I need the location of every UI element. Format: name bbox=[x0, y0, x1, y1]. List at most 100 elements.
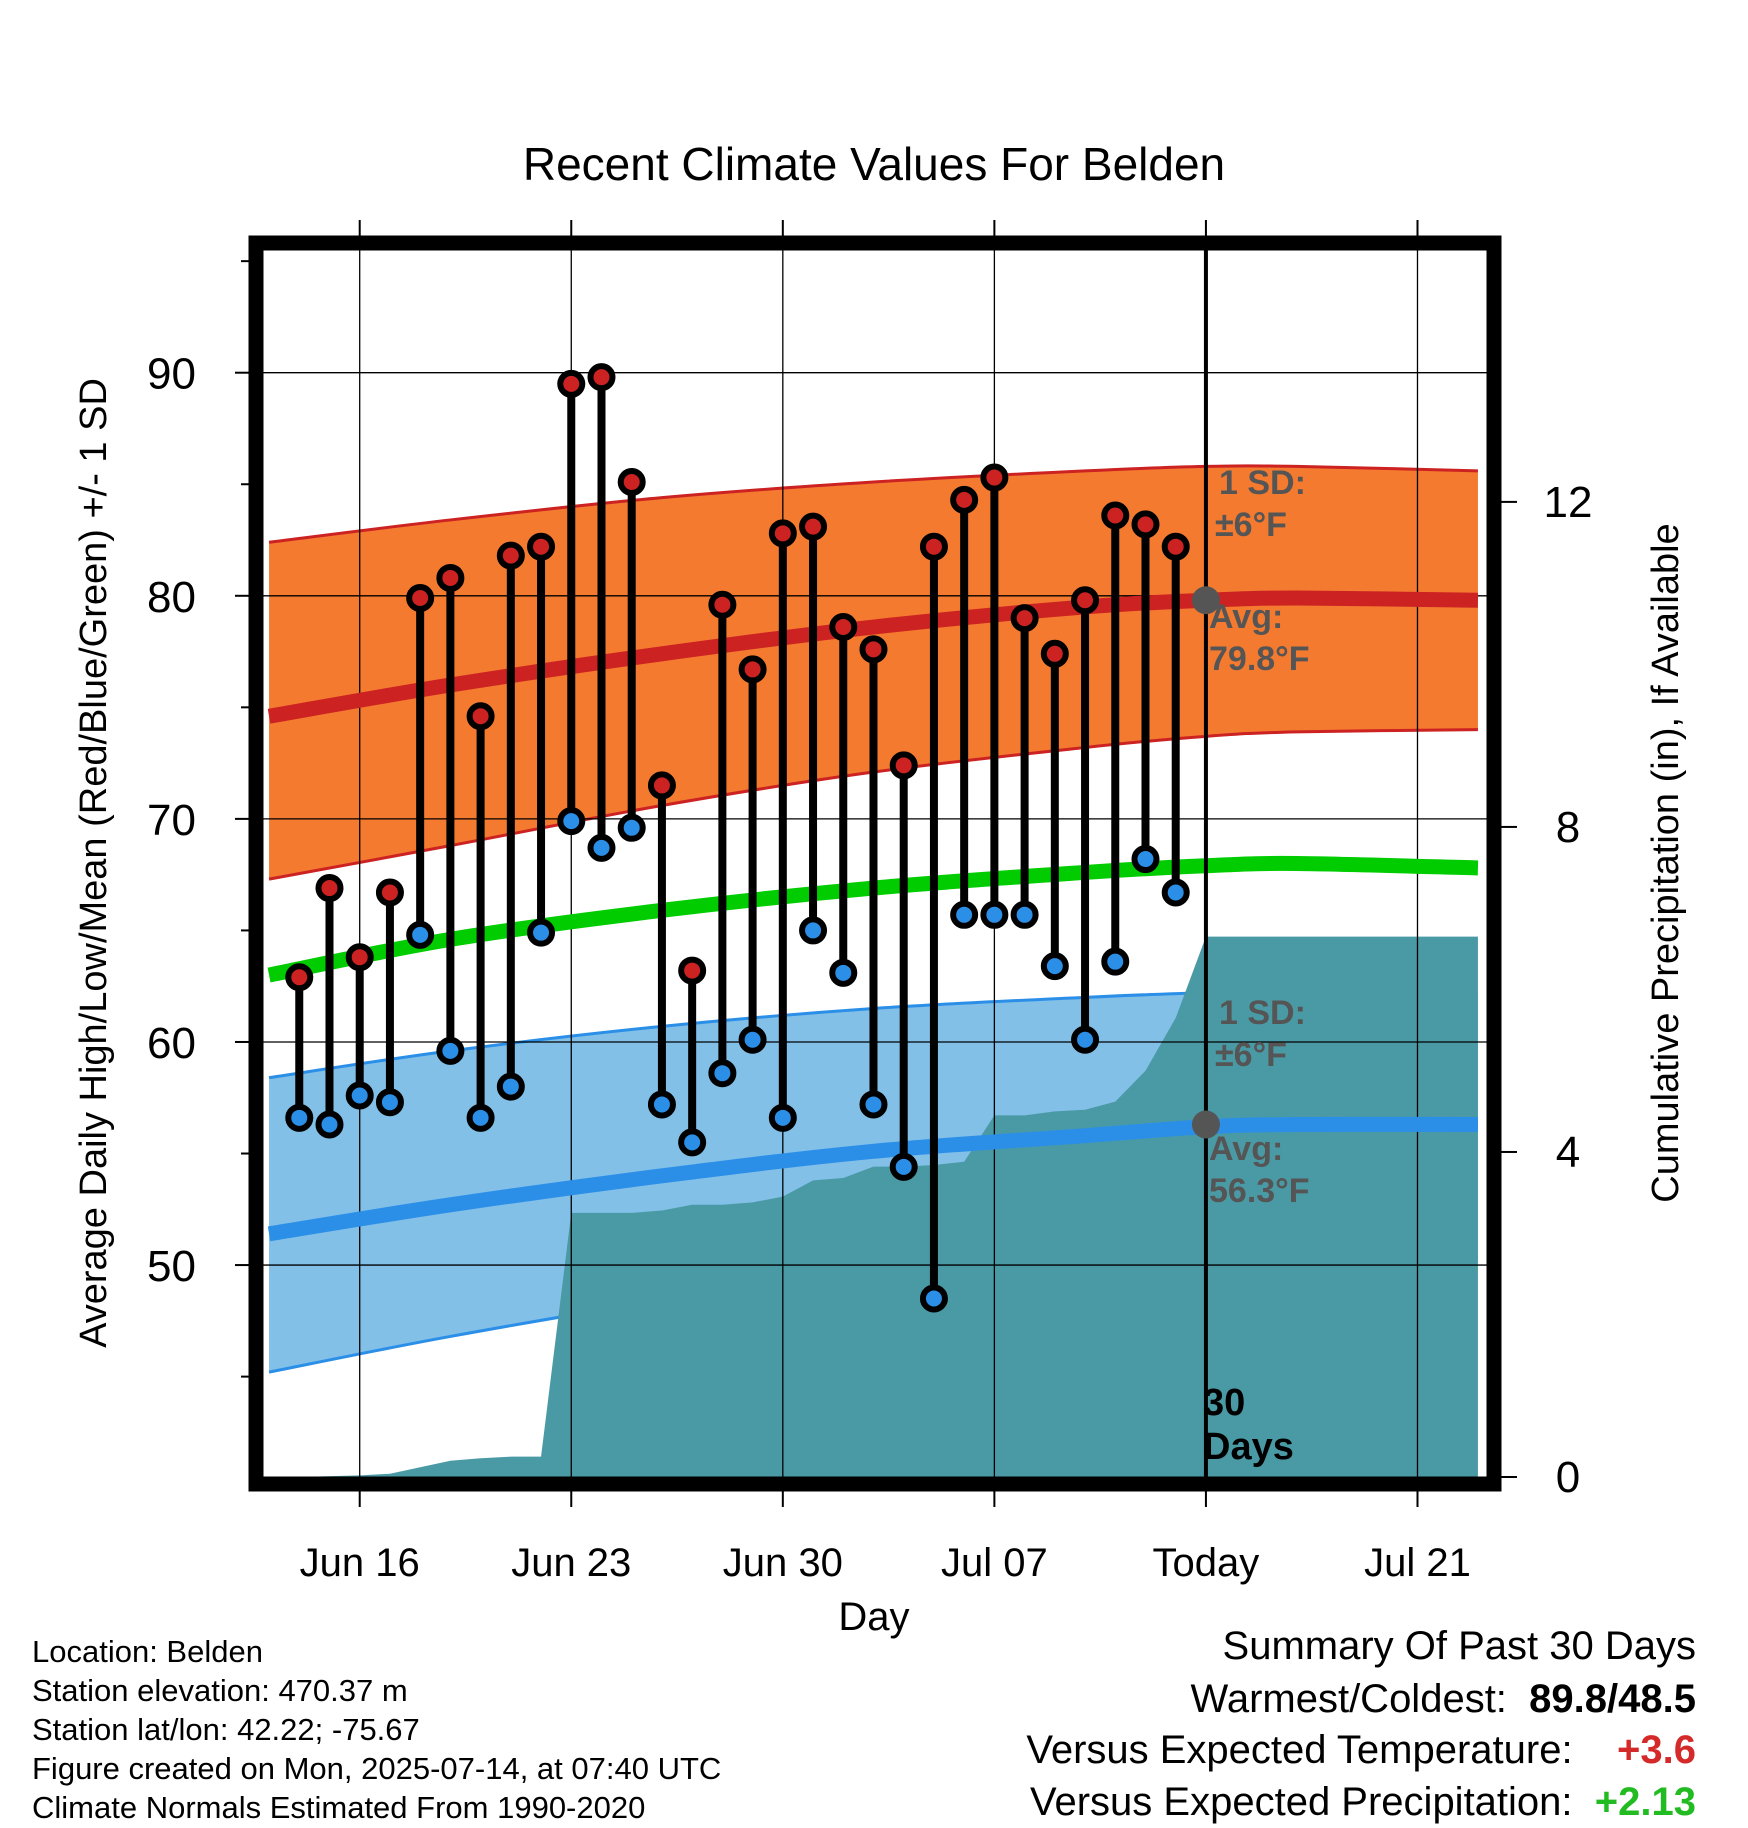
precip-label: Versus Expected Precipitation: bbox=[1030, 1780, 1573, 1824]
info-latlon: Station lat/lon: 42.22; -75.67 bbox=[32, 1712, 420, 1747]
obs-high-point bbox=[375, 878, 404, 907]
x-tick-label: Jul 21 bbox=[1364, 1541, 1471, 1585]
y-right-tick-label: 0 bbox=[1556, 1453, 1580, 1502]
x-tick-label: Jun 23 bbox=[511, 1541, 631, 1585]
obs-high-point bbox=[1040, 639, 1069, 668]
y-axis-label-left: Average Daily High/Low/Mean (Red/Blue/Gr… bbox=[73, 378, 115, 1348]
x-tick-label: Jun 30 bbox=[723, 1541, 843, 1585]
obs-high-point bbox=[1071, 586, 1100, 615]
info-elevation: Station elevation: 470.37 m bbox=[32, 1673, 408, 1708]
today-low-avg-dot bbox=[1191, 1110, 1220, 1139]
obs-low-point bbox=[768, 1103, 797, 1132]
obs-high-point bbox=[617, 468, 646, 497]
obs-high-point bbox=[1161, 532, 1190, 561]
y-tick-label: 90 bbox=[147, 350, 196, 399]
annotation-low-avg-label: Avg: bbox=[1209, 1130, 1283, 1168]
annotation-high-sd-label: 1 SD: bbox=[1219, 464, 1306, 502]
obs-low-point bbox=[406, 920, 435, 949]
annotation-low-avg-value: 56.3°F bbox=[1209, 1172, 1310, 1210]
normals-lines bbox=[267, 590, 1479, 1242]
x-tick-label: Jun 16 bbox=[300, 1541, 420, 1585]
obs-low-point bbox=[557, 807, 586, 836]
info-normals: Climate Normals Estimated From 1990-2020 bbox=[32, 1790, 646, 1825]
obs-high-point bbox=[466, 702, 495, 731]
obs-high-point bbox=[738, 655, 767, 684]
obs-low-point bbox=[799, 916, 828, 945]
y-tick-label: 70 bbox=[147, 796, 196, 845]
temp-value: +3.6 bbox=[1617, 1728, 1696, 1772]
today-high-avg-dot bbox=[1191, 586, 1220, 615]
obs-low-point bbox=[1071, 1025, 1100, 1054]
obs-low-point bbox=[647, 1090, 676, 1119]
y-tick-label: 50 bbox=[147, 1242, 196, 1291]
info-created: Figure created on Mon, 2025-07-14, at 07… bbox=[32, 1751, 722, 1786]
obs-low-point bbox=[466, 1103, 495, 1132]
y-right-tick-label: 4 bbox=[1556, 1128, 1580, 1177]
info-location: Location: Belden bbox=[32, 1634, 263, 1669]
obs-low-point bbox=[829, 958, 858, 987]
y-right-tick-label: 8 bbox=[1556, 803, 1580, 852]
obs-low-point bbox=[285, 1103, 314, 1132]
coldest-value: 48.5 bbox=[1618, 1677, 1696, 1721]
obs-high-point bbox=[647, 771, 676, 800]
days-number: 30 bbox=[1203, 1382, 1245, 1424]
high-upper-edge bbox=[268, 464, 1478, 544]
days-word: Days bbox=[1203, 1426, 1294, 1468]
obs-low-point bbox=[859, 1090, 888, 1119]
frame-rect bbox=[248, 235, 1502, 1492]
mean-avg-line bbox=[267, 855, 1479, 983]
obs-low-point bbox=[889, 1152, 918, 1181]
obs-low-point bbox=[1010, 900, 1039, 929]
y-tick-label: 60 bbox=[147, 1019, 196, 1068]
y-tick-label: 80 bbox=[147, 573, 196, 622]
obs-high-point bbox=[315, 874, 344, 903]
obs-low-point bbox=[1101, 947, 1130, 976]
warm-cold-label: Warmest/Coldest: bbox=[1190, 1677, 1507, 1721]
annotation-low-sd-label: 1 SD: bbox=[1219, 994, 1306, 1032]
obs-high-point bbox=[587, 363, 616, 392]
obs-high-point bbox=[1010, 604, 1039, 633]
obs-low-point bbox=[1040, 952, 1069, 981]
obs-high-point bbox=[527, 532, 556, 561]
obs-high-point bbox=[980, 463, 1009, 492]
obs-low-point bbox=[436, 1036, 465, 1065]
plot-frame bbox=[248, 235, 1502, 1492]
x-tick-label: Today bbox=[1153, 1541, 1260, 1585]
obs-high-point bbox=[406, 584, 435, 613]
obs-high-point bbox=[919, 532, 948, 561]
precip-value: +2.13 bbox=[1594, 1780, 1696, 1824]
obs-low-point bbox=[315, 1110, 344, 1139]
obs-high-point bbox=[1101, 501, 1130, 530]
obs-high-point bbox=[1131, 510, 1160, 539]
obs-high-point bbox=[557, 369, 586, 398]
summary-title: Summary Of Past 30 Days bbox=[1222, 1624, 1696, 1668]
obs-high-point bbox=[708, 590, 737, 619]
obs-low-point bbox=[738, 1025, 767, 1054]
annotation-high-sd-value: ±6°F bbox=[1215, 506, 1287, 544]
obs-low-point bbox=[950, 900, 979, 929]
obs-low-point bbox=[345, 1081, 374, 1110]
obs-low-point bbox=[980, 900, 1009, 929]
y-axis-label-right: Cumulative Precipitation (in), If Availa… bbox=[1645, 523, 1687, 1202]
obs-high-point bbox=[496, 541, 525, 570]
y-right-tick-label: 12 bbox=[1544, 478, 1593, 527]
annotations: 1 SD: ±6°F Avg: 79.8°F 1 SD: ±6°F Avg: 56.3°F 30… bbox=[1191, 464, 1310, 1468]
obs-low-point bbox=[1131, 845, 1160, 874]
obs-low-point bbox=[919, 1284, 948, 1313]
summary-warm-cold: Warmest/Coldest: 89.8/48.5 bbox=[1190, 1677, 1696, 1721]
summary-precip: Versus Expected Precipitation: +2.13 bbox=[1030, 1780, 1696, 1825]
obs-low-point bbox=[617, 813, 646, 842]
obs-low-point bbox=[375, 1088, 404, 1117]
x-tick-label: Jul 07 bbox=[941, 1541, 1048, 1585]
obs-high-point bbox=[285, 963, 314, 992]
temp-label: Versus Expected Temperature: bbox=[1026, 1728, 1573, 1772]
summary-temp: Versus Expected Temperature: +3.6 bbox=[1026, 1728, 1696, 1773]
obs-high-point bbox=[678, 956, 707, 985]
high-avg-line bbox=[267, 590, 1479, 724]
obs-low-point bbox=[708, 1059, 737, 1088]
observations bbox=[285, 363, 1190, 1313]
low-avg-line bbox=[267, 1116, 1478, 1242]
obs-low-point bbox=[1161, 878, 1190, 907]
obs-low-point bbox=[678, 1128, 707, 1157]
